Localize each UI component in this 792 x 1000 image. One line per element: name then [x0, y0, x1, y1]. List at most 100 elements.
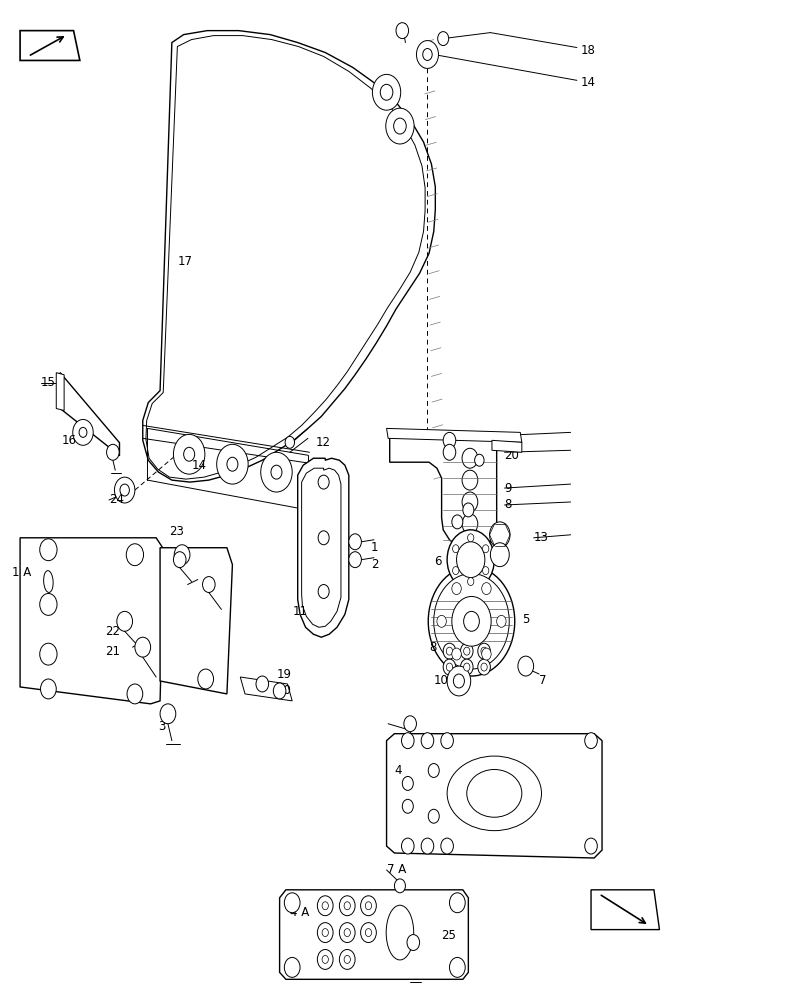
Text: 5: 5 — [522, 613, 529, 626]
Text: 19: 19 — [276, 668, 291, 681]
Circle shape — [127, 684, 143, 704]
Circle shape — [284, 893, 300, 913]
Circle shape — [417, 41, 439, 68]
Text: 25: 25 — [442, 929, 456, 942]
Text: 20: 20 — [276, 684, 291, 697]
Circle shape — [462, 514, 478, 534]
Text: 1: 1 — [371, 541, 379, 554]
Circle shape — [340, 896, 355, 916]
Circle shape — [450, 957, 465, 977]
Text: 8: 8 — [429, 641, 436, 654]
Circle shape — [482, 567, 489, 575]
Text: 9: 9 — [505, 482, 512, 495]
Circle shape — [434, 574, 509, 669]
Circle shape — [380, 84, 393, 100]
Circle shape — [184, 447, 195, 461]
Circle shape — [407, 935, 420, 950]
Circle shape — [450, 893, 465, 913]
Circle shape — [453, 674, 464, 688]
Circle shape — [348, 534, 361, 550]
Circle shape — [174, 545, 190, 565]
Text: 4: 4 — [394, 764, 402, 777]
Circle shape — [402, 838, 414, 854]
Circle shape — [365, 902, 371, 910]
Text: 24: 24 — [109, 493, 124, 506]
Circle shape — [428, 764, 440, 777]
Circle shape — [120, 484, 129, 496]
Circle shape — [441, 838, 453, 854]
Text: 23: 23 — [169, 525, 185, 538]
Circle shape — [365, 929, 371, 937]
Polygon shape — [386, 428, 522, 442]
Polygon shape — [56, 373, 64, 410]
Circle shape — [173, 552, 186, 568]
Text: 14: 14 — [192, 459, 207, 472]
Circle shape — [116, 611, 132, 631]
Circle shape — [452, 648, 461, 660]
Polygon shape — [492, 440, 522, 452]
Circle shape — [344, 955, 350, 963]
Circle shape — [447, 647, 452, 655]
Circle shape — [456, 542, 485, 578]
Circle shape — [478, 659, 490, 675]
Polygon shape — [280, 890, 468, 979]
Circle shape — [421, 838, 434, 854]
Circle shape — [444, 659, 455, 675]
Text: 12: 12 — [316, 436, 331, 449]
Circle shape — [452, 596, 491, 646]
Circle shape — [463, 647, 470, 655]
Circle shape — [452, 567, 459, 575]
Polygon shape — [143, 31, 436, 482]
Circle shape — [463, 503, 474, 517]
Circle shape — [271, 465, 282, 479]
Circle shape — [444, 643, 455, 659]
Polygon shape — [20, 31, 80, 60]
Circle shape — [474, 454, 484, 466]
Circle shape — [467, 578, 474, 586]
Circle shape — [73, 419, 93, 445]
Circle shape — [348, 552, 361, 568]
Circle shape — [447, 666, 470, 696]
Circle shape — [423, 49, 432, 60]
Circle shape — [284, 957, 300, 977]
Polygon shape — [591, 890, 660, 930]
Text: 3: 3 — [158, 720, 166, 733]
Circle shape — [444, 444, 455, 460]
Text: 13: 13 — [534, 531, 549, 544]
Circle shape — [217, 444, 248, 484]
Circle shape — [394, 118, 406, 134]
Circle shape — [318, 896, 333, 916]
Circle shape — [79, 427, 87, 437]
Circle shape — [340, 949, 355, 969]
Circle shape — [360, 896, 376, 916]
Ellipse shape — [447, 756, 542, 831]
Circle shape — [463, 663, 470, 671]
Circle shape — [452, 545, 459, 553]
Circle shape — [402, 776, 413, 790]
Circle shape — [40, 643, 57, 665]
Circle shape — [438, 32, 449, 46]
Circle shape — [360, 923, 376, 943]
Circle shape — [444, 432, 455, 448]
Circle shape — [428, 809, 440, 823]
Circle shape — [421, 733, 434, 749]
Ellipse shape — [386, 905, 413, 960]
Text: 18: 18 — [581, 44, 596, 57]
Circle shape — [482, 545, 489, 553]
Circle shape — [256, 676, 268, 692]
Polygon shape — [386, 734, 602, 858]
Text: 6: 6 — [434, 555, 441, 568]
Circle shape — [441, 733, 453, 749]
Circle shape — [396, 23, 409, 39]
Circle shape — [344, 929, 350, 937]
Circle shape — [322, 955, 329, 963]
Text: 11: 11 — [292, 605, 307, 618]
Circle shape — [497, 615, 506, 627]
Polygon shape — [390, 432, 497, 550]
Circle shape — [394, 879, 406, 893]
Circle shape — [467, 534, 474, 542]
Polygon shape — [240, 677, 292, 701]
Circle shape — [447, 530, 494, 589]
Circle shape — [135, 637, 150, 657]
Circle shape — [482, 648, 491, 660]
